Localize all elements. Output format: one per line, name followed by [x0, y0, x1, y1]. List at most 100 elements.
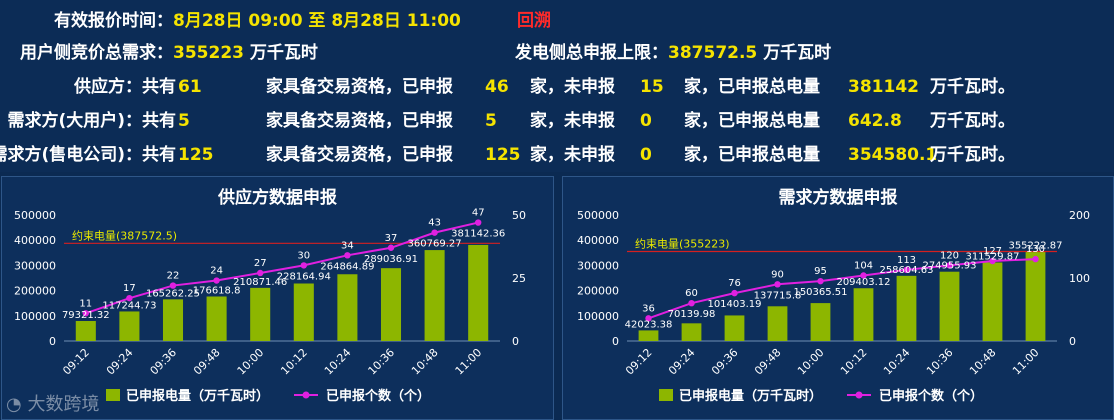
x-tick-label: 09:36	[709, 346, 741, 378]
count-value-label: 30	[297, 250, 310, 261]
count-point	[1032, 255, 1039, 263]
bar	[638, 330, 659, 341]
bar	[853, 288, 874, 341]
y-left-tick-label: 300000	[577, 259, 619, 272]
legend-bar-swatch	[659, 389, 673, 401]
count-value-label: 27	[254, 258, 267, 269]
count-value-label: 24	[210, 266, 223, 277]
count-point	[257, 269, 264, 277]
y-left-tick-label: 500000	[577, 209, 619, 222]
stat-0-energy: 381142	[848, 77, 919, 97]
bar-value-label: 209403.12	[836, 277, 890, 288]
watermark: ◔ 大数跨境	[6, 390, 99, 416]
x-tick-label: 10:36	[366, 346, 398, 378]
x-tick-label: 10:00	[235, 346, 267, 378]
stat-2-energy: 354580.1	[848, 145, 938, 165]
stat-2-unreported: 0	[640, 145, 652, 165]
count-point	[645, 315, 652, 322]
count-value-label: 104	[854, 260, 873, 271]
stat-0-t1: 家具备交易资格，已申报	[266, 77, 453, 97]
count-line	[85, 221, 479, 315]
count-value-label: 37	[385, 233, 398, 244]
bar	[337, 274, 358, 341]
watermark-logo-icon: ◔	[6, 394, 22, 415]
x-tick-label: 09:12	[623, 346, 655, 378]
y-right-tick-label: 50	[512, 209, 526, 222]
watermark-text: 大数跨境	[27, 394, 100, 415]
count-value-label: 43	[428, 218, 441, 229]
user-demand-row: 用户侧竞价总需求：355223 万千瓦时	[20, 38, 318, 68]
stat-2-party: 需求方(售电公司)：共有	[0, 145, 176, 165]
bar	[896, 275, 917, 341]
limit-label: 约束电量(355223)	[635, 237, 730, 250]
x-tick-label: 11:00	[1010, 346, 1042, 378]
demand-chart-title: 需求方数据申报	[778, 188, 898, 208]
bar-value-label: 70139.98	[668, 309, 716, 320]
stat-2-t3: 家，已申报总电量	[684, 145, 820, 165]
x-tick-label: 09:48	[752, 346, 784, 378]
count-point	[817, 277, 824, 285]
bar	[162, 299, 184, 341]
bar-value-label: 137715.8	[754, 290, 802, 301]
demand-chart-panel: 需求方数据申报 0 100000 200000 300000 400000 500000 0…	[562, 176, 1114, 420]
bar-value-label: 228164.94	[277, 271, 331, 282]
stat-1-t4: 万千瓦时。	[930, 111, 1015, 131]
bar-value-label: 176618.8	[193, 285, 241, 296]
x-tick-label: 11:00	[453, 346, 485, 378]
replay-link[interactable]: 回溯	[517, 11, 551, 31]
bar-value-label: 79321.32	[62, 310, 110, 321]
bar	[810, 303, 831, 341]
count-value-label: 120	[940, 250, 959, 261]
bar	[1025, 251, 1046, 341]
bar-value-label: 274955.93	[922, 261, 976, 272]
count-value-label: 60	[685, 288, 698, 299]
count-point	[475, 219, 482, 226]
time-row: 有效报价时间：8月28日 09:00 至 8月28日 11:00	[54, 6, 461, 36]
count-value-label: 113	[897, 255, 916, 266]
stat-0-reported: 46	[485, 77, 509, 97]
count-line	[648, 258, 1036, 320]
bar	[724, 315, 745, 341]
count-point	[126, 294, 133, 302]
stat-2-t1: 家具备交易资格，已申报	[266, 145, 453, 165]
y-left-tick-label: 100000	[14, 310, 56, 323]
count-value-label: 11	[79, 298, 92, 309]
count-point	[860, 272, 867, 279]
count-point	[213, 277, 220, 284]
count-point	[82, 310, 90, 317]
bar-value-label: 381142.36	[451, 229, 505, 240]
gen-limit-unit: 万千瓦时	[763, 43, 832, 63]
count-value-label: 127	[983, 246, 1002, 257]
y-left-tick-label: 100000	[577, 310, 619, 323]
bar-value-label: 117244.73	[102, 300, 156, 311]
stat-0-unreported: 15	[640, 77, 664, 97]
stat-1-t1: 家具备交易资格，已申报	[266, 111, 453, 131]
y-left-tick-label: 0	[49, 335, 56, 348]
supply-chart: 0 100000 200000 300000 400000 500000 0 25 50 约束电量…	[14, 208, 526, 404]
bar	[424, 250, 445, 341]
gen-limit-label: 发电侧总申报上限：	[515, 43, 668, 63]
count-point	[774, 281, 781, 288]
time-label: 有效报价时间：	[54, 11, 173, 31]
count-value-label: 36	[642, 303, 655, 314]
user-demand-value: 355223	[173, 43, 244, 63]
bar	[293, 283, 314, 341]
legend-line-marker	[302, 391, 310, 399]
stat-1-reported: 5	[485, 111, 497, 131]
bar	[119, 311, 140, 341]
count-point	[903, 266, 910, 274]
stat-1-energy: 642.8	[848, 111, 902, 131]
bar	[206, 296, 227, 341]
count-value-label: 17	[123, 283, 136, 294]
bar-value-label: 360769.27	[408, 239, 462, 250]
stat-1-t3: 家，已申报总电量	[684, 111, 820, 131]
bar-value-label: 150365.51	[793, 287, 847, 298]
stat-0-t2: 家，未申报	[530, 77, 615, 97]
stat-0-t3: 家，已申报总电量	[684, 77, 820, 97]
stat-0-party: 供应方：共有	[74, 77, 176, 97]
x-tick-label: 09:24	[666, 346, 698, 378]
y-right-tick-label: 100	[1069, 272, 1090, 285]
count-value-label: 95	[814, 266, 827, 277]
x-tick-label: 09:12	[60, 346, 92, 378]
count-value-label: 47	[472, 208, 485, 219]
